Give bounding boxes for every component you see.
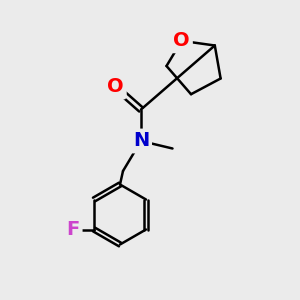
Text: O: O — [173, 31, 190, 50]
Text: N: N — [133, 131, 149, 151]
Text: F: F — [66, 220, 80, 239]
Text: O: O — [107, 77, 124, 97]
